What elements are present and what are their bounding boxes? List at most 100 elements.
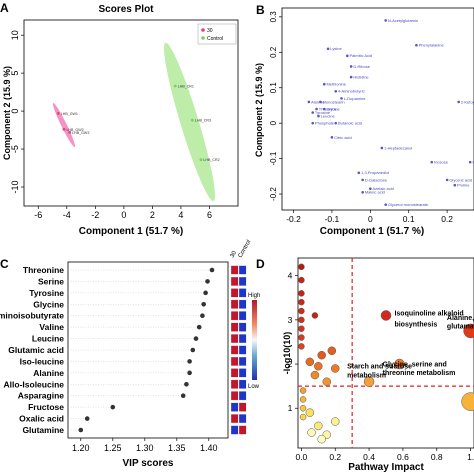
loading-point-label: Citric acid xyxy=(334,135,352,140)
y-tick-label: 0 xyxy=(269,120,278,125)
panel-a-legend: 30 Control xyxy=(197,23,237,45)
panel-label-b: B xyxy=(256,3,265,17)
loading-point xyxy=(317,114,320,118)
metabolite-label: Oxalic acid xyxy=(19,414,64,424)
pathway-point xyxy=(314,421,323,431)
score-point xyxy=(173,84,177,88)
score-point-label: LHB_GW3 xyxy=(72,131,89,135)
heatmap-cell xyxy=(230,391,239,401)
x-tick-label: 1. xyxy=(467,452,474,462)
pathway-point xyxy=(299,404,307,412)
colorbar-low-label: Low xyxy=(248,384,260,390)
pathway-point xyxy=(298,263,305,271)
y-tick-label: 4 xyxy=(288,271,293,281)
metabolite-label: Serine xyxy=(38,276,64,286)
panel-d-xlabel: Pathway Impact xyxy=(348,462,424,473)
x-tick-label: 1.40 xyxy=(200,443,218,453)
panel-a-plot-area xyxy=(23,19,239,207)
vip-point xyxy=(203,290,208,296)
heatmap-cell xyxy=(238,402,247,412)
loading-point xyxy=(334,89,338,93)
loading-point-label: N-Acetylglutamin xyxy=(388,18,418,23)
panel-d-ylabel: -log10(10) xyxy=(282,332,292,375)
vip-point xyxy=(180,393,186,399)
pathway-point xyxy=(461,392,474,411)
pathway-point xyxy=(463,323,474,339)
heatmap-cell xyxy=(238,276,247,286)
loading-point-label: Histidine xyxy=(353,75,369,80)
pathway-point xyxy=(310,370,320,380)
metabolite-label: Alanine xyxy=(33,368,64,378)
loading-point-label: 1,3-Propanediol xyxy=(361,170,389,175)
y-tick-label: 0.3 xyxy=(269,11,278,23)
metabolite-label: Glutamine xyxy=(22,425,64,435)
colorbar xyxy=(252,300,257,380)
vip-point xyxy=(78,427,84,433)
x-tick-label: 0 xyxy=(368,214,373,224)
loading-point xyxy=(361,178,364,182)
heatmap-cell xyxy=(238,345,247,355)
loading-point xyxy=(357,171,361,175)
loading-point xyxy=(311,121,315,125)
legend-marker-control xyxy=(201,36,205,40)
loading-point xyxy=(369,187,372,191)
loading-point xyxy=(445,178,449,182)
pathway-point xyxy=(322,377,332,386)
pathway-point xyxy=(298,325,305,332)
y-tick-label: 0.2 xyxy=(269,46,278,58)
pathway-annotation: glutamate m xyxy=(447,324,474,331)
heatmap-cell xyxy=(230,414,239,424)
panel-a-ylabel: Component 2 (15.9 %) xyxy=(2,66,12,160)
loading-point xyxy=(322,107,326,111)
x-tick-label: 1.25 xyxy=(104,443,122,453)
pathway-point xyxy=(298,334,305,341)
colorbar-high-label: High xyxy=(248,293,260,299)
pathway-point xyxy=(298,298,305,306)
loading-point-label: Phosphate xyxy=(315,121,335,126)
x-tick-label: 0.8 xyxy=(431,452,443,462)
loading-point-label: Tyrosine xyxy=(315,110,331,115)
loading-point xyxy=(340,97,343,100)
pathway-point xyxy=(305,357,315,367)
panel-label-d: D xyxy=(256,257,265,271)
x-tick-label: 1.35 xyxy=(168,443,186,453)
heatmap-cell xyxy=(230,345,239,355)
loading-point xyxy=(322,82,326,86)
loading-point xyxy=(468,160,472,164)
metabolite-label: Glycine xyxy=(33,299,64,309)
x-tick-label: 0 xyxy=(121,210,126,220)
loading-point xyxy=(315,107,318,111)
heatmap-cell xyxy=(238,322,247,332)
vip-point xyxy=(209,267,215,273)
y-tick-label: -0.2 xyxy=(269,187,278,201)
x-tick-label: -0.2 xyxy=(286,214,301,224)
heatmap-cell xyxy=(230,311,239,321)
loading-point xyxy=(311,111,315,114)
loading-point-label: Azelaic acid xyxy=(373,186,394,191)
score-point xyxy=(56,111,60,115)
panel-label-a: A xyxy=(0,1,9,15)
pathway-annotation: Isoquinoline alkaloid xyxy=(394,310,463,317)
loading-point xyxy=(384,203,387,206)
pathway-point xyxy=(330,364,340,373)
pathway-point xyxy=(317,350,326,360)
pathway-annotation: biosynthesis xyxy=(394,321,437,328)
loading-point-label: Methionine xyxy=(326,82,346,87)
y-tick-label: 0 xyxy=(10,109,20,114)
loading-point xyxy=(457,100,460,104)
confidence-ellipse-1 xyxy=(163,42,215,202)
heatmap-cell xyxy=(230,402,239,412)
pathway-point xyxy=(305,408,315,417)
loading-point-label: 4-Aminobutyric xyxy=(338,89,365,94)
pathway-point xyxy=(299,396,307,403)
panel-b-xlabel: Component 1 (51.7 %) xyxy=(320,226,424,237)
loading-point-label: Alanine xyxy=(311,99,325,104)
pathway-point xyxy=(363,376,375,387)
heatmap-cell xyxy=(230,322,239,332)
pathway-point xyxy=(298,307,305,315)
loading-point xyxy=(307,100,311,104)
vip-point xyxy=(187,359,192,364)
panel-d-plot-area xyxy=(297,257,474,449)
